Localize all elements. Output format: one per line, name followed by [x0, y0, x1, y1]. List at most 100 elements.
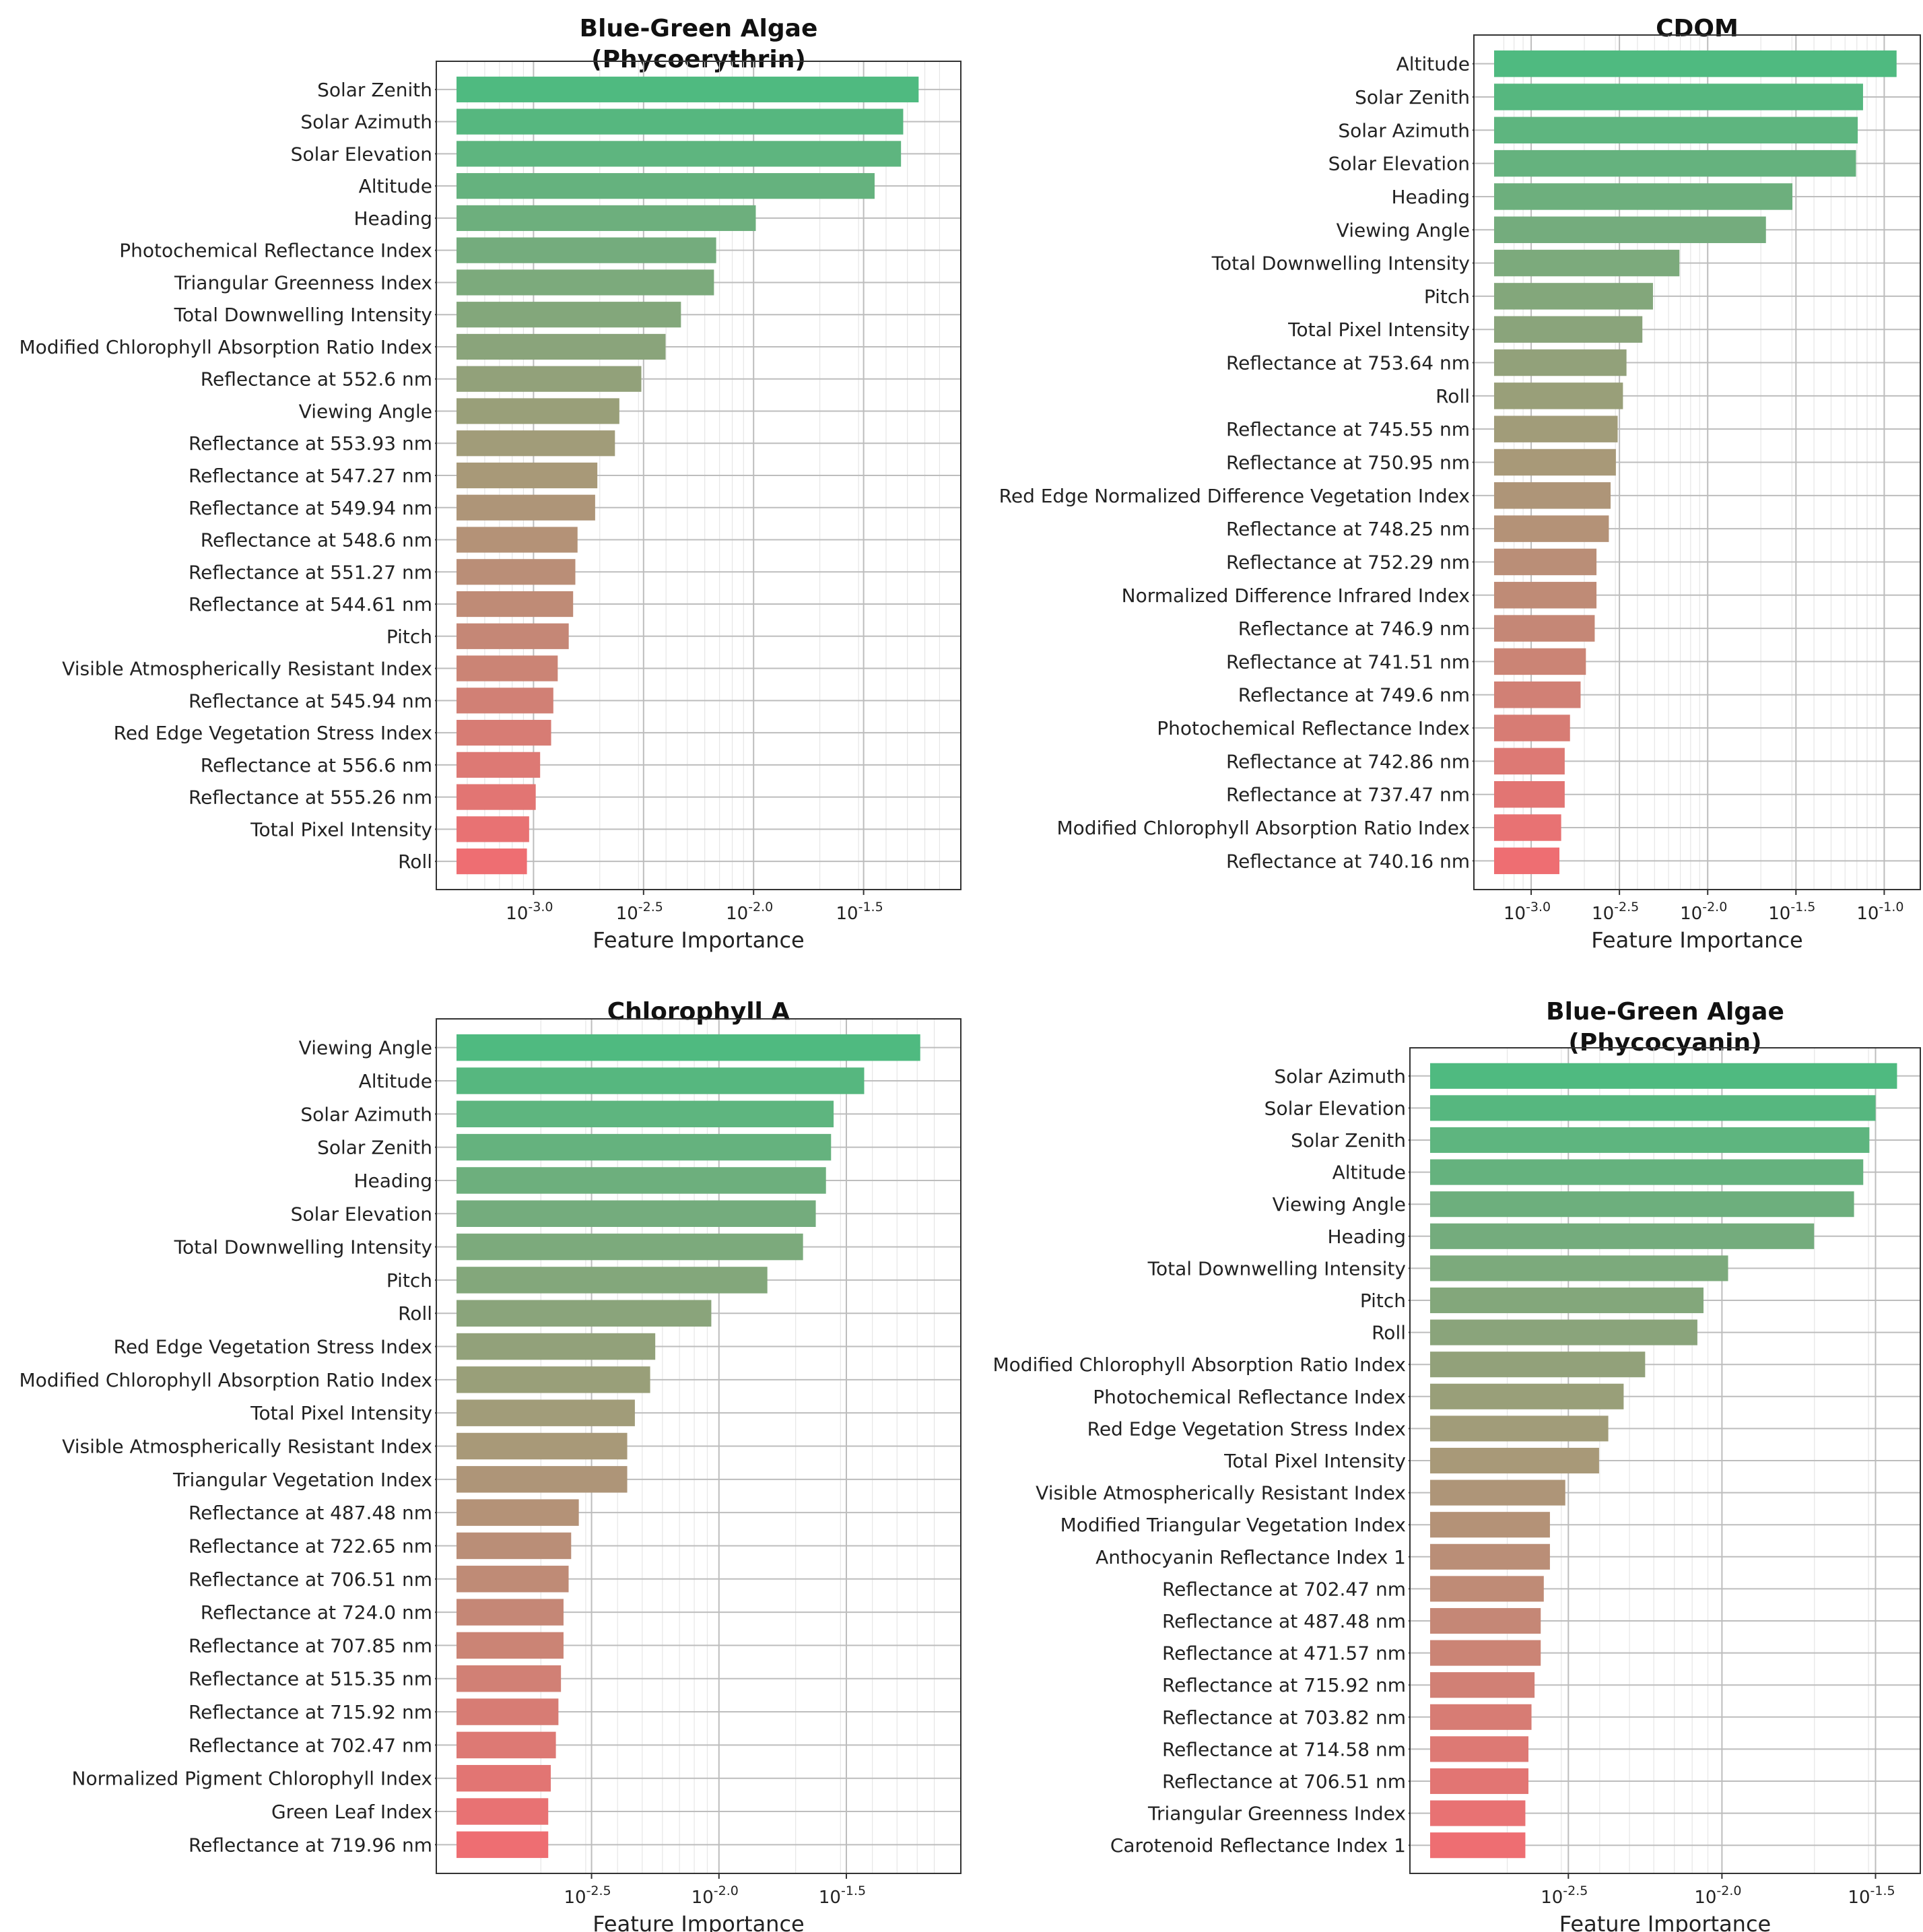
category-label: Triangular Vegetation Index	[172, 1469, 432, 1491]
bar	[457, 591, 574, 618]
x-tick-label: 10-1.5	[1848, 1884, 1895, 1908]
bar	[457, 623, 569, 649]
bar	[1494, 747, 1565, 775]
category-label: Altitude	[1396, 53, 1470, 75]
category-label: Pitch	[386, 1269, 432, 1292]
x-tick-label: 10-2.5	[1541, 1884, 1588, 1908]
bar	[457, 1432, 628, 1460]
bar	[457, 559, 576, 585]
category-label: Visible Atmospherically Resistant Index	[62, 1436, 432, 1458]
category-label: Visible Atmospherically Resistant Index	[1036, 1482, 1406, 1504]
category-label: Reflectance at 515.35 nm	[189, 1668, 432, 1690]
bar	[1494, 648, 1586, 675]
bar	[1494, 582, 1597, 609]
category-label: Heading	[353, 207, 432, 230]
category-label: Reflectance at 749.6 nm	[1238, 684, 1470, 706]
category-label: Red Edge Vegetation Stress Index	[1087, 1418, 1406, 1440]
bar	[457, 494, 595, 521]
bar	[457, 302, 681, 328]
category-label: Total Downwelling Intensity	[1147, 1257, 1406, 1279]
chart-title: Blue-Green Algae (Phycocyanin)	[1546, 998, 1784, 1057]
bar	[457, 1034, 920, 1061]
category-label: Solar Azimuth	[300, 1103, 432, 1125]
category-label: Reflectance at 551.27 nm	[189, 561, 432, 583]
bar	[1430, 1640, 1541, 1666]
bar	[457, 398, 619, 424]
category-label: Reflectance at 706.51 nm	[1162, 1770, 1406, 1793]
bar	[457, 1333, 656, 1360]
category-label: Reflectance at 748.25 nm	[1226, 518, 1470, 540]
category-label: Reflectance at 487.48 nm	[189, 1502, 432, 1524]
x-tick-label: 10-2.0	[726, 900, 773, 924]
category-label: Reflectance at 548.6 nm	[201, 529, 432, 552]
bar	[1494, 50, 1897, 77]
bar	[457, 1831, 549, 1859]
category-label: Reflectance at 487.48 nm	[1162, 1610, 1406, 1632]
category-label: Pitch	[1360, 1290, 1406, 1312]
bar	[1494, 847, 1560, 875]
category-label: Modified Triangular Vegetation Index	[1060, 1514, 1406, 1536]
bar	[1430, 1095, 1876, 1121]
category-label: Heading	[1391, 186, 1470, 208]
category-label: Solar Azimuth	[300, 111, 432, 133]
category-label: Reflectance at 714.58 nm	[1162, 1738, 1406, 1760]
x-tick-label: 10-1.0	[1856, 900, 1903, 924]
category-label: Solar Azimuth	[1338, 119, 1470, 141]
x-tick-label: 10-3.0	[1504, 900, 1551, 924]
category-label: Heading	[1327, 1226, 1406, 1248]
chart-panel-3: Chlorophyll A Viewing Angle Altitude Solar …	[20, 998, 962, 1932]
bar	[1430, 1704, 1532, 1730]
bar	[1430, 1287, 1704, 1314]
category-label: Solar Zenith	[317, 1137, 432, 1159]
category-label: Reflectance at 555.26 nm	[189, 787, 432, 809]
bar	[457, 1466, 628, 1493]
category-label: Reflectance at 471.57 nm	[1162, 1642, 1406, 1665]
chart-panel-4: Blue-Green Algae (Phycocyanin) Solar Azimu…	[993, 998, 1921, 1932]
bar	[1494, 780, 1565, 808]
category-label: Roll	[398, 1302, 432, 1325]
bar	[1430, 1255, 1728, 1281]
category-label: Reflectance at 556.6 nm	[201, 754, 432, 776]
chart-panel-2: CDOM Altitude Solar Zenith Solar Azimuth Sol…	[999, 15, 1921, 953]
category-label: Carotenoid Reflectance Index 1	[1110, 1834, 1406, 1857]
category-label: Reflectance at 750.95 nm	[1226, 452, 1470, 474]
bar	[457, 1233, 803, 1261]
bar	[1494, 681, 1581, 708]
category-label: Reflectance at 724.0 nm	[201, 1601, 432, 1624]
bar	[457, 237, 716, 263]
bar	[457, 1499, 579, 1526]
bar	[457, 1399, 635, 1426]
bar	[457, 1731, 556, 1759]
x-tick-label: 10-2.0	[1680, 900, 1727, 924]
category-label: Anthocyanin Reflectance Index 1	[1095, 1546, 1406, 1568]
category-label: Photochemical Reflectance Index	[1157, 717, 1470, 739]
axes-frame	[1473, 34, 1921, 890]
category-label: Altitude	[1332, 1162, 1406, 1184]
category-label: Reflectance at 707.85 nm	[189, 1634, 432, 1657]
chart-title: Chlorophyll A	[607, 998, 790, 1026]
category-label: Reflectance at 702.47 nm	[1162, 1578, 1406, 1600]
category-label: Red Edge Vegetation Stress Index	[114, 1336, 432, 1358]
bar	[1494, 515, 1609, 542]
category-label: Reflectance at 719.96 nm	[189, 1834, 432, 1856]
category-label: Roll	[1436, 385, 1470, 407]
bar	[457, 816, 529, 842]
category-label: Pitch	[386, 626, 432, 648]
bar	[457, 1100, 834, 1128]
category-label: Altitude	[359, 1070, 432, 1092]
bar	[1430, 1063, 1897, 1089]
bar	[457, 1267, 768, 1294]
bar	[1494, 116, 1858, 144]
chart-title: Blue-Green Algae (Phycoerythrin)	[580, 15, 818, 73]
category-label: Pitch	[1424, 286, 1470, 308]
bar	[1494, 382, 1623, 409]
bar	[1494, 548, 1597, 576]
category-label: Modified Chlorophyll Absorption Ratio In…	[1057, 817, 1471, 839]
category-label: Viewing Angle	[299, 1037, 432, 1059]
x-tick-label: 10-2.5	[564, 1884, 611, 1908]
category-label: Roll	[1372, 1322, 1406, 1344]
bar	[1430, 1127, 1870, 1154]
category-label: Reflectance at 715.92 nm	[1162, 1674, 1406, 1696]
category-label: Solar Elevation	[291, 143, 432, 165]
x-tick-label: 10-2.5	[1592, 900, 1639, 924]
